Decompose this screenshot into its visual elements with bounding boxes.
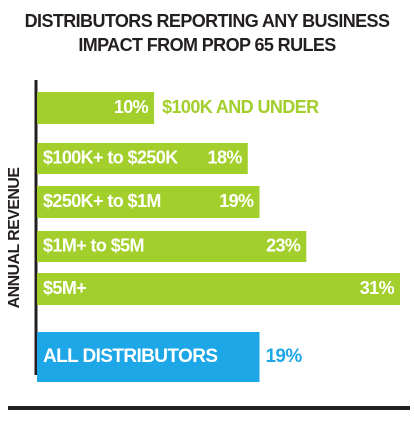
value-label: 23% <box>266 235 301 255</box>
category-label: $1M+ to $5M <box>43 235 144 255</box>
value-label: 31% <box>360 278 395 298</box>
category-label: $100K AND UNDER <box>162 97 319 117</box>
chart-title-line: IMPACT FROM PROP 65 RULES <box>78 35 336 55</box>
category-label: $250K+ to $1M <box>43 191 161 211</box>
category-label: $5M+ <box>43 278 86 298</box>
y-axis-label: ANNUAL REVENUE <box>6 167 23 309</box>
bar <box>37 273 400 305</box>
value-label: 19% <box>265 346 302 367</box>
chart-title-line: DISTRIBUTORS REPORTING ANY BUSINESS <box>25 11 390 31</box>
category-label: $100K+ to $250K <box>43 147 178 167</box>
value-label: 18% <box>208 147 243 167</box>
category-label: ALL DISTRIBUTORS <box>43 346 217 367</box>
value-label: 10% <box>114 97 149 117</box>
bar <box>37 332 260 382</box>
bar <box>37 143 248 174</box>
bar <box>37 231 307 262</box>
value-label: 19% <box>219 191 254 211</box>
bar <box>37 186 260 218</box>
bar <box>37 92 155 124</box>
